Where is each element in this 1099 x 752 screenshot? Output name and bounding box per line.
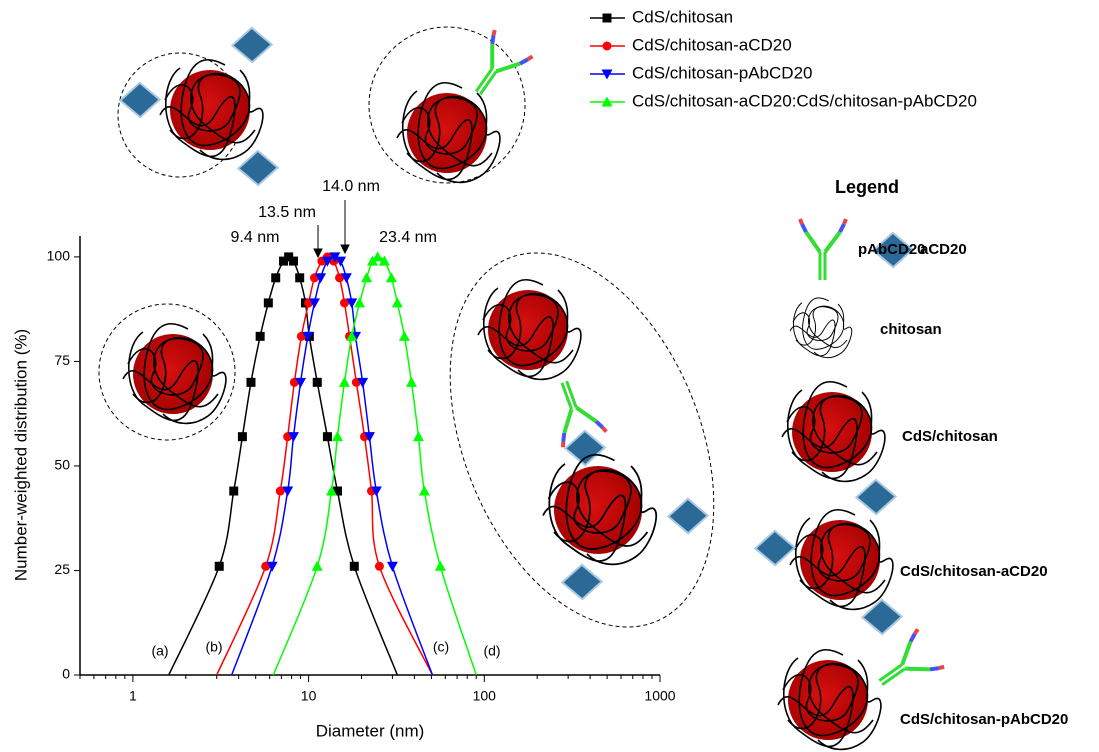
legend-label: CdS/chitosan-pAbCD20 bbox=[632, 63, 812, 82]
x-tick-label: 1 bbox=[129, 688, 137, 704]
curve-label: (b) bbox=[205, 639, 222, 655]
data-point bbox=[246, 378, 255, 387]
y-tick-label: 25 bbox=[54, 561, 70, 577]
data-point bbox=[350, 562, 359, 571]
data-point bbox=[361, 272, 372, 282]
legend-label: CdS/chitosan bbox=[632, 7, 733, 26]
y-tick-label: 0 bbox=[62, 666, 70, 682]
schematic-legend: Legend pAbCD20 aCD20 chitosan CdS/chitos… bbox=[835, 177, 1068, 728]
peak-label: 9.4 nm bbox=[231, 229, 280, 246]
data-point bbox=[399, 331, 410, 341]
curve-label: (c) bbox=[433, 639, 449, 655]
data-point bbox=[289, 257, 298, 266]
schematic-item: pAbCD20 bbox=[858, 241, 926, 258]
data-point bbox=[229, 487, 238, 496]
schematic-title: Legend bbox=[835, 177, 899, 197]
peak-label: 23.4 nm bbox=[379, 229, 437, 246]
series-line bbox=[169, 257, 398, 675]
schematic-item: CdS/chitosan-pAbCD20 bbox=[900, 711, 1068, 728]
data-point bbox=[375, 562, 384, 571]
legend-label: CdS/chitosan-aCD20:CdS/chitosan-pAbCD20 bbox=[632, 91, 977, 110]
legend-label: CdS/chitosan-aCD20 bbox=[632, 35, 792, 54]
legend-marker bbox=[603, 14, 612, 23]
x-tick-label: 10 bbox=[301, 688, 317, 704]
page: {"chart_data": {"type": "line", "xlabel"… bbox=[0, 0, 1099, 752]
figure: Legend pAbCD20 aCD20 chitosan CdS/chitos… bbox=[0, 0, 1099, 752]
data-point bbox=[215, 562, 224, 571]
y-tick-label: 100 bbox=[47, 248, 71, 264]
x-tick-label: 1000 bbox=[644, 688, 675, 704]
y-tick-label: 50 bbox=[54, 457, 70, 473]
curve-label: (d) bbox=[483, 643, 500, 659]
schematic-item: CdS/chitosan bbox=[902, 428, 998, 445]
data-point bbox=[339, 377, 350, 387]
data-point bbox=[435, 561, 446, 571]
data-point bbox=[238, 432, 247, 441]
data-point bbox=[313, 378, 322, 387]
data-point bbox=[295, 273, 304, 282]
data-point bbox=[256, 332, 265, 341]
y-axis-label: Number-weighted distribution (%) bbox=[11, 329, 30, 581]
schematic-item: chitosan bbox=[880, 321, 942, 338]
schematic-item: CdS/chitosan-aCD20 bbox=[900, 563, 1048, 580]
peak-label: 13.5 nm bbox=[258, 204, 316, 221]
data-point bbox=[372, 251, 383, 261]
x-axis-label: Diameter (nm) bbox=[316, 721, 425, 740]
schematics bbox=[99, 27, 944, 749]
data-point bbox=[386, 272, 397, 282]
data-point bbox=[387, 562, 398, 572]
data-point bbox=[419, 486, 430, 496]
schematic-item: aCD20 bbox=[920, 241, 967, 258]
data-point bbox=[323, 432, 332, 441]
x-tick-label: 100 bbox=[473, 688, 497, 704]
data-point bbox=[312, 561, 323, 571]
series-line bbox=[217, 257, 433, 675]
curve-label: (a) bbox=[151, 643, 168, 659]
peak-label: 14.0 nm bbox=[322, 178, 380, 195]
peak-arrows bbox=[314, 200, 349, 257]
legend-marker bbox=[603, 42, 612, 51]
data-point bbox=[413, 431, 424, 441]
data-point bbox=[406, 377, 417, 387]
data-point bbox=[332, 431, 343, 441]
y-tick-label: 75 bbox=[54, 352, 70, 368]
data-point bbox=[392, 297, 403, 307]
series-line bbox=[273, 257, 476, 675]
data-point bbox=[271, 273, 280, 282]
data-point bbox=[264, 298, 273, 307]
